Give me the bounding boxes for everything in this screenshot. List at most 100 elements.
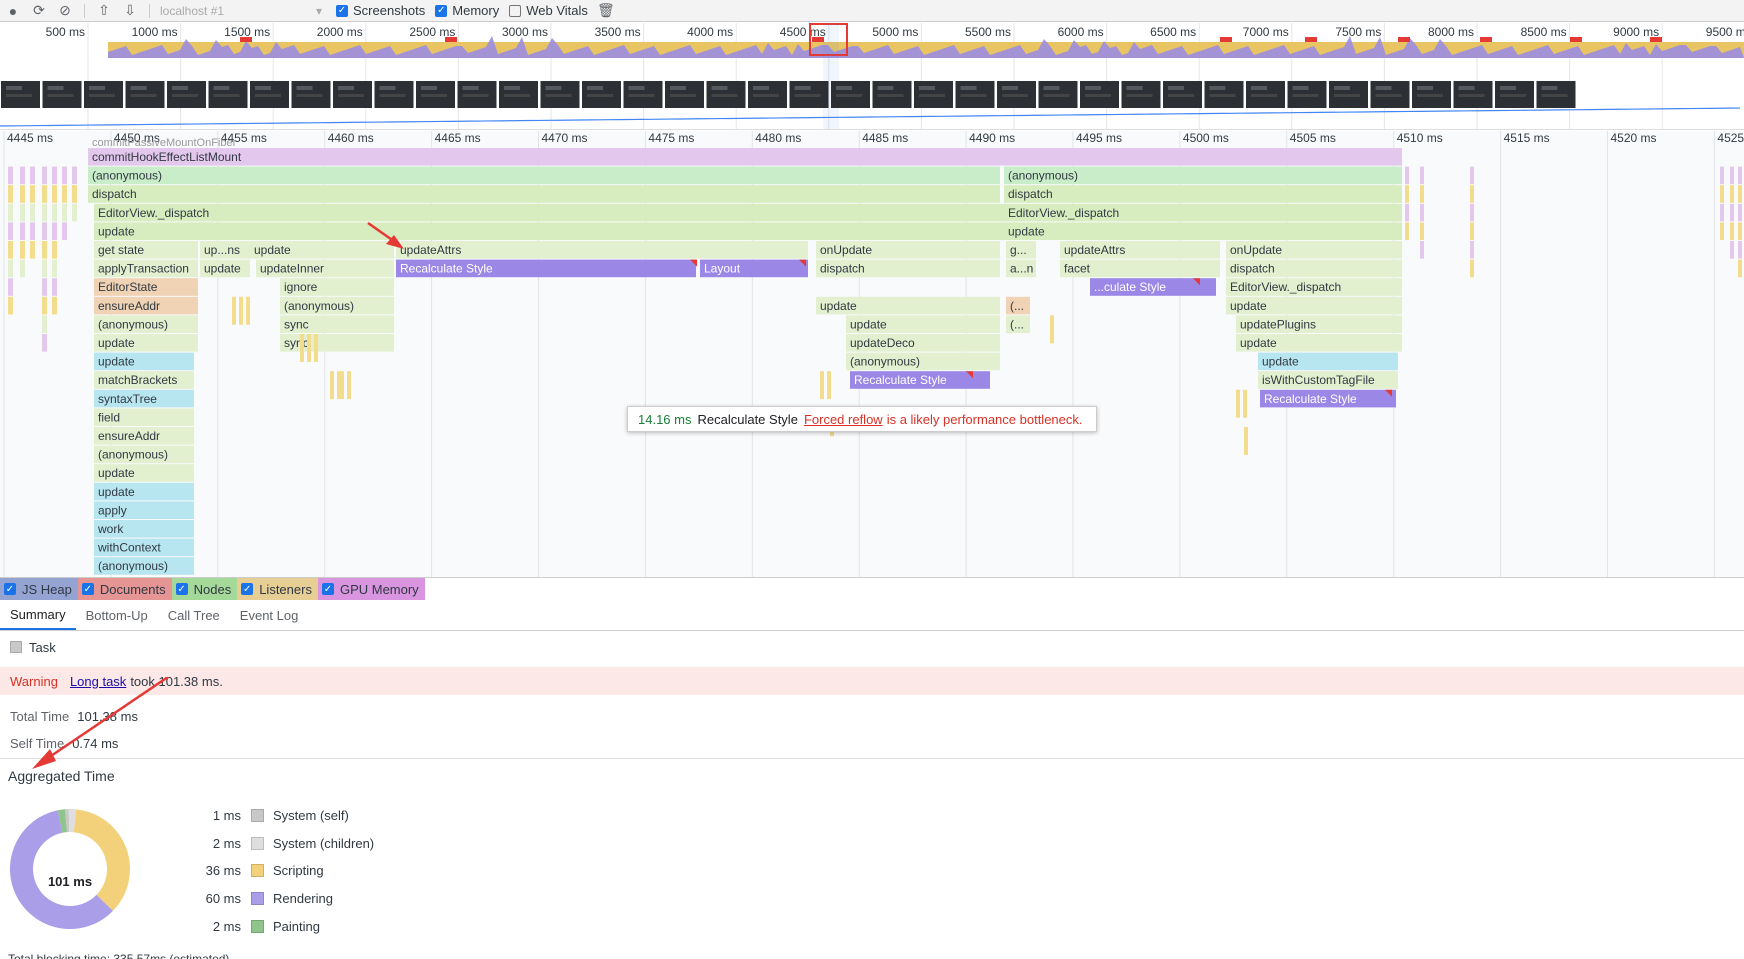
- counter-js-heap[interactable]: ✓ JS Heap: [0, 578, 78, 600]
- flame-sliver: [1738, 259, 1742, 278]
- flame-bar-label: up...ns: [204, 243, 240, 257]
- flame-bar-label: (anonymous): [92, 169, 162, 183]
- long-task-marker: [1570, 37, 1582, 42]
- flame-bar: [94, 203, 1006, 222]
- flame-tick-label: 4505 ms: [1290, 131, 1336, 145]
- overview-tick-label: 8000 ms: [1428, 25, 1474, 39]
- overview-tick-label: 5500 ms: [965, 25, 1011, 39]
- flame-bar: [1004, 222, 1402, 240]
- flame-bar-label: ensureAddr: [98, 429, 160, 443]
- flame-sliver: [1405, 222, 1409, 240]
- flame-sliver: [337, 371, 341, 400]
- screenshot-detail: [255, 86, 271, 90]
- timeline-overview[interactable]: 500 ms 1000 ms 1500 ms 2000 ms 2500 ms 3000 m…: [0, 23, 1744, 130]
- tab-bottom-up[interactable]: Bottom-Up: [85, 608, 148, 623]
- counter-gpu-memory[interactable]: ✓ GPU Memory: [317, 578, 425, 600]
- counter-documents[interactable]: ✓ Documents: [77, 578, 172, 600]
- check-icon: ✓: [435, 4, 448, 17]
- details-tabs: Summary Bottom-Up Call Tree Event Log: [0, 601, 1744, 631]
- recalculate-style-bar: [396, 259, 696, 278]
- flame-sliver: [1420, 185, 1424, 203]
- record-icon[interactable]: ●: [8, 2, 18, 19]
- flame-sliver: [30, 185, 35, 203]
- flame-bar-label: isWithCustomTagFile: [1262, 373, 1375, 387]
- screenshot-detail: [1458, 94, 1485, 97]
- flame-bar: [280, 278, 394, 296]
- screenshots-label: Screenshots: [353, 3, 426, 18]
- long-task-marker: [812, 37, 824, 42]
- flame-sliver: [20, 222, 25, 240]
- upload-icon[interactable]: ⇧: [98, 2, 110, 18]
- flame-bar: [846, 334, 1000, 352]
- memory-checkbox[interactable]: ✓ Memory: [435, 3, 499, 18]
- flame-bar: [1004, 166, 1402, 185]
- task-swatch: [10, 641, 22, 653]
- flame-bar: [816, 241, 1000, 259]
- flame-sliver: [52, 259, 57, 278]
- screenshot-detail: [1209, 94, 1236, 97]
- tab-summary[interactable]: Summary: [0, 601, 76, 630]
- flame-sliver: [8, 203, 13, 222]
- screenshot-detail: [6, 86, 22, 90]
- clear-icon[interactable]: ⊘: [59, 2, 71, 18]
- web-vitals-checkbox[interactable]: Web Vitals: [509, 3, 588, 18]
- flame-sliver: [42, 185, 47, 203]
- screenshot-detail: [545, 86, 562, 90]
- tab-event-log[interactable]: Event Log: [239, 608, 299, 623]
- long-task-link[interactable]: Long task: [69, 673, 127, 689]
- flame-bar-label: update: [98, 336, 135, 350]
- screenshot-detail: [753, 94, 779, 97]
- flame-bar-label: EditorView._dispatch: [1008, 206, 1119, 220]
- overview-tick-label: 9500 ms: [1706, 25, 1744, 39]
- tab-call-tree[interactable]: Call Tree: [167, 608, 220, 623]
- flame-bar: [1236, 315, 1402, 333]
- flame-bar: [94, 259, 198, 278]
- flame-sliver: [42, 166, 47, 185]
- flame-sliver: [52, 185, 57, 203]
- screenshot-detail: [628, 86, 645, 90]
- flame-sliver: [1244, 427, 1248, 455]
- flame-sliver: [1730, 241, 1734, 259]
- screenshot-detail: [1043, 86, 1060, 90]
- flame-sliver: [300, 334, 304, 362]
- flame-bar-label: matchBrackets: [98, 373, 177, 387]
- flame-sliver: [827, 371, 831, 400]
- overview-tick-label: 3500 ms: [595, 25, 641, 39]
- screenshot-detail: [1334, 94, 1360, 97]
- flame-sliver: [1405, 166, 1409, 185]
- flame-sliver: [8, 166, 13, 185]
- long-task-marker: [445, 37, 457, 42]
- flame-sliver: [330, 371, 334, 400]
- flame-sliver: [30, 241, 35, 259]
- flame-sliver: [8, 241, 13, 259]
- flame-sliver: [1470, 241, 1474, 259]
- flame-tick-label: 4470 ms: [542, 131, 588, 145]
- flame-bar-label: (anonymous): [850, 355, 920, 369]
- summary-panel: Task Warning Long task took 101.38 ms. T…: [0, 632, 1744, 959]
- flame-bar-label: update: [1262, 355, 1299, 369]
- flame-bar-label: update: [820, 299, 857, 313]
- flame-sliver: [72, 185, 77, 203]
- trash-icon[interactable]: 🗑: [597, 2, 615, 18]
- counter-listeners[interactable]: ✓ Listeners: [237, 578, 318, 600]
- flame-sliver: [20, 203, 25, 222]
- download-icon[interactable]: ⇩: [124, 2, 136, 18]
- counter-nodes[interactable]: ✓ Nodes: [171, 578, 238, 600]
- flame-bar: [200, 259, 250, 278]
- reload-icon[interactable]: ⟳: [33, 2, 45, 18]
- task-label: Task: [29, 639, 56, 655]
- flame-bar-label: update: [98, 466, 135, 480]
- flame-bar: [94, 296, 198, 315]
- screenshot-detail: [421, 94, 447, 97]
- screenshots-checkbox[interactable]: ✓ Screenshots: [336, 3, 425, 18]
- target-select[interactable]: localhost #1 ▾: [156, 2, 326, 20]
- flame-sliver: [307, 334, 311, 362]
- forced-reflow-link[interactable]: Forced reflow: [803, 411, 883, 427]
- screenshot-detail: [1251, 94, 1277, 97]
- screenshot-detail: [1002, 86, 1018, 90]
- legend-value: 1 ms: [212, 808, 241, 824]
- flame-bar-label: g...: [1010, 243, 1027, 257]
- flame-chart[interactable]: 4445 ms 4450 ms 4455 ms 4460 ms 4465 ms 4470 …: [0, 131, 1744, 578]
- flame-sliver: [1470, 222, 1474, 240]
- flame-tick-label: 4455 ms: [221, 131, 267, 145]
